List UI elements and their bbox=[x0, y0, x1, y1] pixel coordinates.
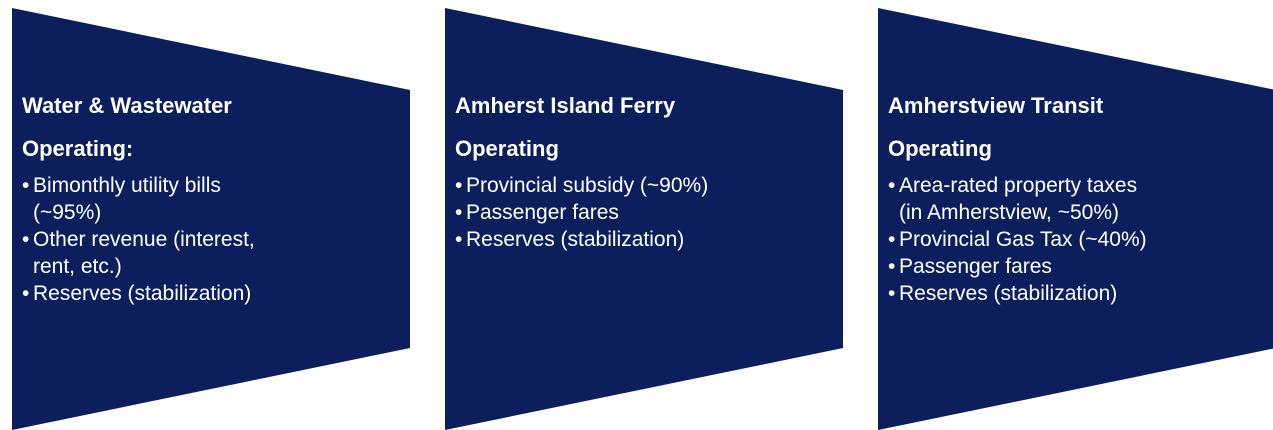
bullet-text: Provincial Gas Tax (~40%) bbox=[899, 228, 1147, 251]
panel-title: Water & Wastewater bbox=[22, 93, 232, 118]
bullet-text: Other revenue (interest, bbox=[33, 228, 255, 251]
panel-text: Amherstview Transit Operating Area-rated p… bbox=[888, 84, 1268, 307]
bullet-item: Provincial Gas Tax (~40%) bbox=[888, 226, 1268, 253]
bullet-text: Passenger fares bbox=[466, 201, 619, 224]
bullet-text: Bimonthly utility bills bbox=[33, 174, 221, 197]
bullet-text: Passenger fares bbox=[899, 255, 1052, 278]
panel-title: Amherst Island Ferry bbox=[455, 93, 676, 118]
bullet-text: rent, etc.) bbox=[33, 255, 122, 278]
bullet-item: Area-rated property taxes (in Amherstview… bbox=[888, 172, 1268, 226]
bullet-item: Provincial subsidy (~90%) bbox=[455, 172, 835, 199]
bullet-text: (in Amherstview, ~50%) bbox=[899, 201, 1120, 224]
panel-title: Operating: bbox=[22, 136, 134, 161]
bullet-text: Provincial subsidy (~90%) bbox=[466, 174, 709, 197]
bullet-item: Reserves (stabilization) bbox=[455, 226, 835, 253]
panel-title: Amherstview Transit bbox=[888, 93, 1104, 118]
bullet-item: Reserves (stabilization) bbox=[22, 280, 402, 307]
bullet-text: Area-rated property taxes bbox=[899, 174, 1138, 197]
panel-text: Amherst Island Ferry Operating Provincial … bbox=[455, 84, 835, 253]
bullet-text: Reserves (stabilization) bbox=[33, 282, 252, 305]
bullet-item: Passenger fares bbox=[888, 253, 1268, 280]
panel-title: Operating bbox=[455, 136, 559, 161]
panel-title: Operating bbox=[888, 136, 992, 161]
bullet-item: Reserves (stabilization) bbox=[888, 280, 1268, 307]
panel-text: Water & Wastewater Operating: Bimonthly ut… bbox=[22, 84, 402, 307]
bullet-item: Other revenue (interest, rent, etc.) bbox=[22, 226, 402, 280]
bullet-list: Area-rated property taxes (in Amherstview… bbox=[888, 172, 1268, 307]
bullet-list: Provincial subsidy (~90%) Passenger fares… bbox=[455, 172, 835, 253]
bullet-list: Bimonthly utility bills(~95%)Other reven… bbox=[22, 172, 402, 307]
bullet-item: Bimonthly utility bills (~95%) bbox=[22, 172, 402, 226]
bullet-text: Reserves (stabilization) bbox=[466, 228, 685, 251]
bullet-text: Reserves (stabilization) bbox=[899, 282, 1118, 305]
bullet-item: Passenger fares bbox=[455, 199, 835, 226]
bullet-text: (~95%) bbox=[33, 201, 102, 224]
